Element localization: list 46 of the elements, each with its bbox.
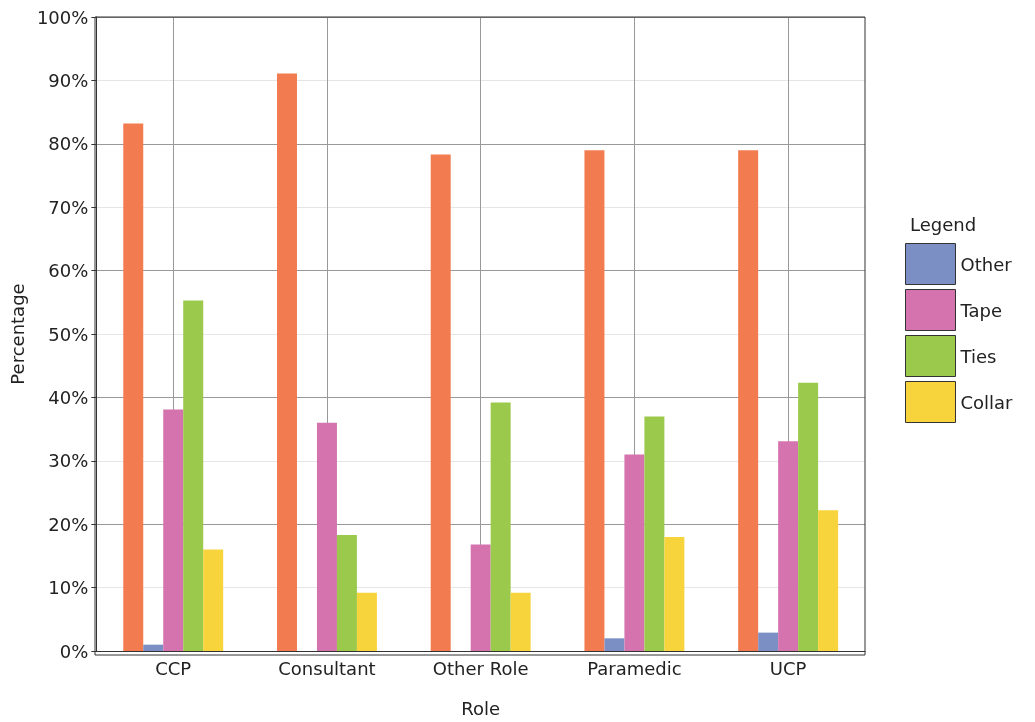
bar (336, 534, 357, 651)
bar (316, 422, 337, 651)
y-tick-label: 0% (59, 640, 89, 662)
y-tick-label: 30% (48, 450, 89, 472)
y-tick-label: 100% (36, 6, 89, 28)
bar (470, 544, 491, 651)
y-tick-label: 20% (48, 513, 89, 535)
x-tick-label: UCP (769, 657, 807, 679)
bar (276, 73, 297, 651)
bar (758, 632, 779, 651)
bar (123, 123, 144, 651)
bar (664, 536, 685, 651)
bar (584, 150, 605, 651)
bar (624, 454, 645, 651)
legend-label: Collar (960, 391, 1014, 413)
bar (798, 382, 819, 651)
x-tick-label: Other Role (432, 657, 529, 679)
legend-title: Legend (910, 213, 977, 235)
bar (510, 592, 531, 651)
x-tick-label: CCP (155, 657, 192, 679)
bar (163, 409, 184, 651)
y-tick-label: 60% (48, 260, 89, 282)
y-tick-label: 40% (48, 386, 89, 408)
y-tick-label: 90% (48, 69, 89, 91)
x-tick-label: Paramedic (587, 657, 682, 679)
bar (430, 154, 451, 651)
y-axis-title: Percentage (6, 283, 28, 385)
x-tick-label: Consultant (278, 657, 376, 679)
y-tick-label: 80% (48, 133, 89, 155)
bar (818, 510, 839, 651)
y-tick-label: 10% (48, 577, 89, 599)
bar (738, 150, 759, 651)
bar (183, 300, 204, 651)
x-axis-title: Role (461, 697, 501, 719)
bar (644, 416, 665, 651)
legend-label: Other (960, 253, 1013, 275)
y-tick-label: 70% (48, 196, 89, 218)
bar (356, 592, 377, 651)
bar (604, 638, 625, 651)
legend-label: Ties (959, 345, 997, 367)
legend-label: Tape (959, 299, 1003, 321)
bar (143, 644, 164, 651)
bar (490, 402, 511, 651)
bar (203, 549, 224, 651)
y-tick-label: 50% (48, 323, 89, 345)
bar (778, 441, 799, 651)
